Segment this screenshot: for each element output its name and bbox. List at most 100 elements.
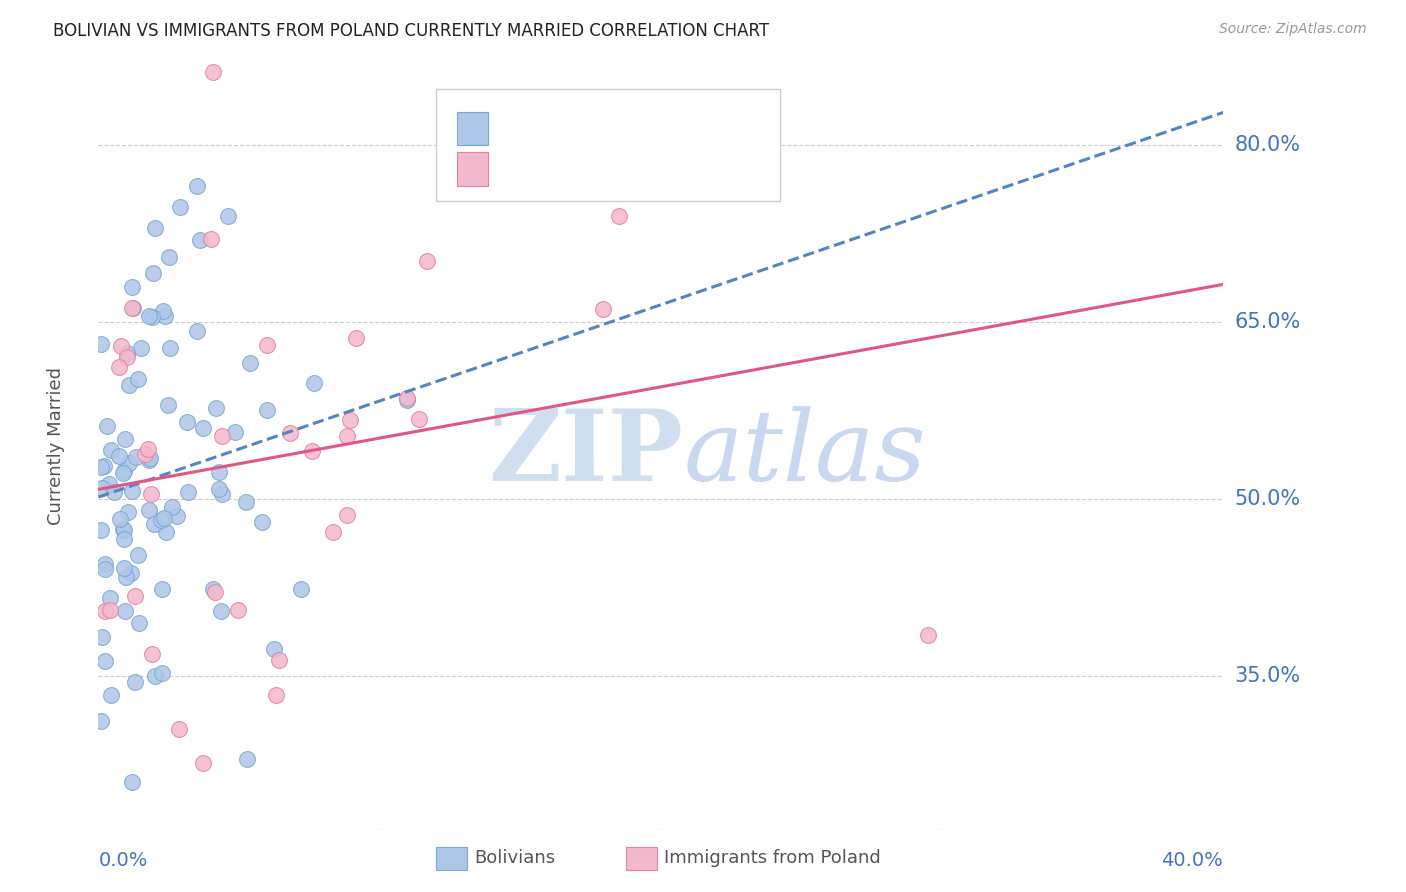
Point [186,179,208,194]
Point [256,338,278,352]
Point [141,487,163,501]
Point [301,444,323,458]
Point [143,220,166,235]
Point [156,398,179,412]
Text: 35.0%: 35.0% [1234,666,1301,686]
Point [153,511,176,525]
Point [239,356,262,370]
Point [150,665,173,680]
Point [217,209,239,223]
Point [114,432,136,446]
Point [112,532,135,546]
Point [138,453,160,467]
Text: R =: R = [505,120,544,137]
Point [139,451,162,466]
Point [90,714,112,728]
Text: Bolivians: Bolivians [474,849,555,867]
Point [90,460,112,475]
Point [551,168,574,182]
Point [162,500,184,514]
Point [94,562,117,576]
Point [235,494,257,508]
Point [209,604,232,618]
Point [416,253,439,268]
Point [344,331,367,345]
Point [336,508,359,523]
Point [201,64,224,78]
Point [152,582,174,596]
Point [153,309,176,323]
Point [121,484,143,499]
Point [141,310,163,324]
Point [112,561,135,575]
Point [143,517,166,532]
Text: N =: N = [610,160,662,178]
Point [108,360,131,375]
Point [96,419,118,434]
Point [166,509,188,524]
Point [204,584,226,599]
Point [226,603,249,617]
Point [177,484,200,499]
Text: Currently Married: Currently Married [46,367,65,525]
Point [280,425,302,440]
Point [176,416,198,430]
Point [127,371,149,385]
Point [108,512,131,526]
Point [90,523,112,537]
Point [117,505,139,519]
Point [335,429,357,443]
Point [90,631,112,645]
Point [263,641,285,656]
Point [408,412,430,426]
Text: 35: 35 [659,160,685,178]
Point [152,304,174,318]
Point [121,301,143,315]
Point [121,279,143,293]
Text: 65.0%: 65.0% [1234,312,1301,332]
Point [143,669,166,683]
Point [110,339,132,353]
Text: ZIP: ZIP [488,405,683,502]
Point [107,450,129,464]
Point [269,653,291,667]
Point [592,301,614,316]
Point [138,309,160,323]
Point [124,590,146,604]
Point [211,487,233,501]
Point [302,376,325,390]
Point [90,336,112,351]
Point [236,751,259,765]
Point [98,602,121,616]
Point [118,457,141,471]
Point [167,722,190,736]
Text: 80.0%: 80.0% [1234,135,1301,155]
Point [208,482,231,496]
Text: atlas: atlas [683,406,927,501]
Text: BOLIVIAN VS IMMIGRANTS FROM POLAND CURRENTLY MARRIED CORRELATION CHART: BOLIVIAN VS IMMIGRANTS FROM POLAND CURRE… [53,22,769,40]
Point [112,466,135,480]
Point [290,582,312,597]
Point [118,378,141,392]
Point [141,647,163,661]
Point [129,341,152,355]
Point [191,756,214,770]
Point [157,250,180,264]
Point [396,392,419,407]
Point [169,200,191,214]
Point [93,604,115,618]
Point [256,403,278,417]
Point [155,525,177,540]
Point [120,566,142,581]
Point [211,429,233,443]
Point [122,301,145,315]
Text: 0.122: 0.122 [550,120,602,137]
Point [917,628,939,642]
Point [93,458,115,473]
Point [98,476,121,491]
Point [208,465,231,479]
Point [128,615,150,630]
Point [100,443,122,458]
Point [138,503,160,517]
Text: R =: R = [505,160,544,178]
